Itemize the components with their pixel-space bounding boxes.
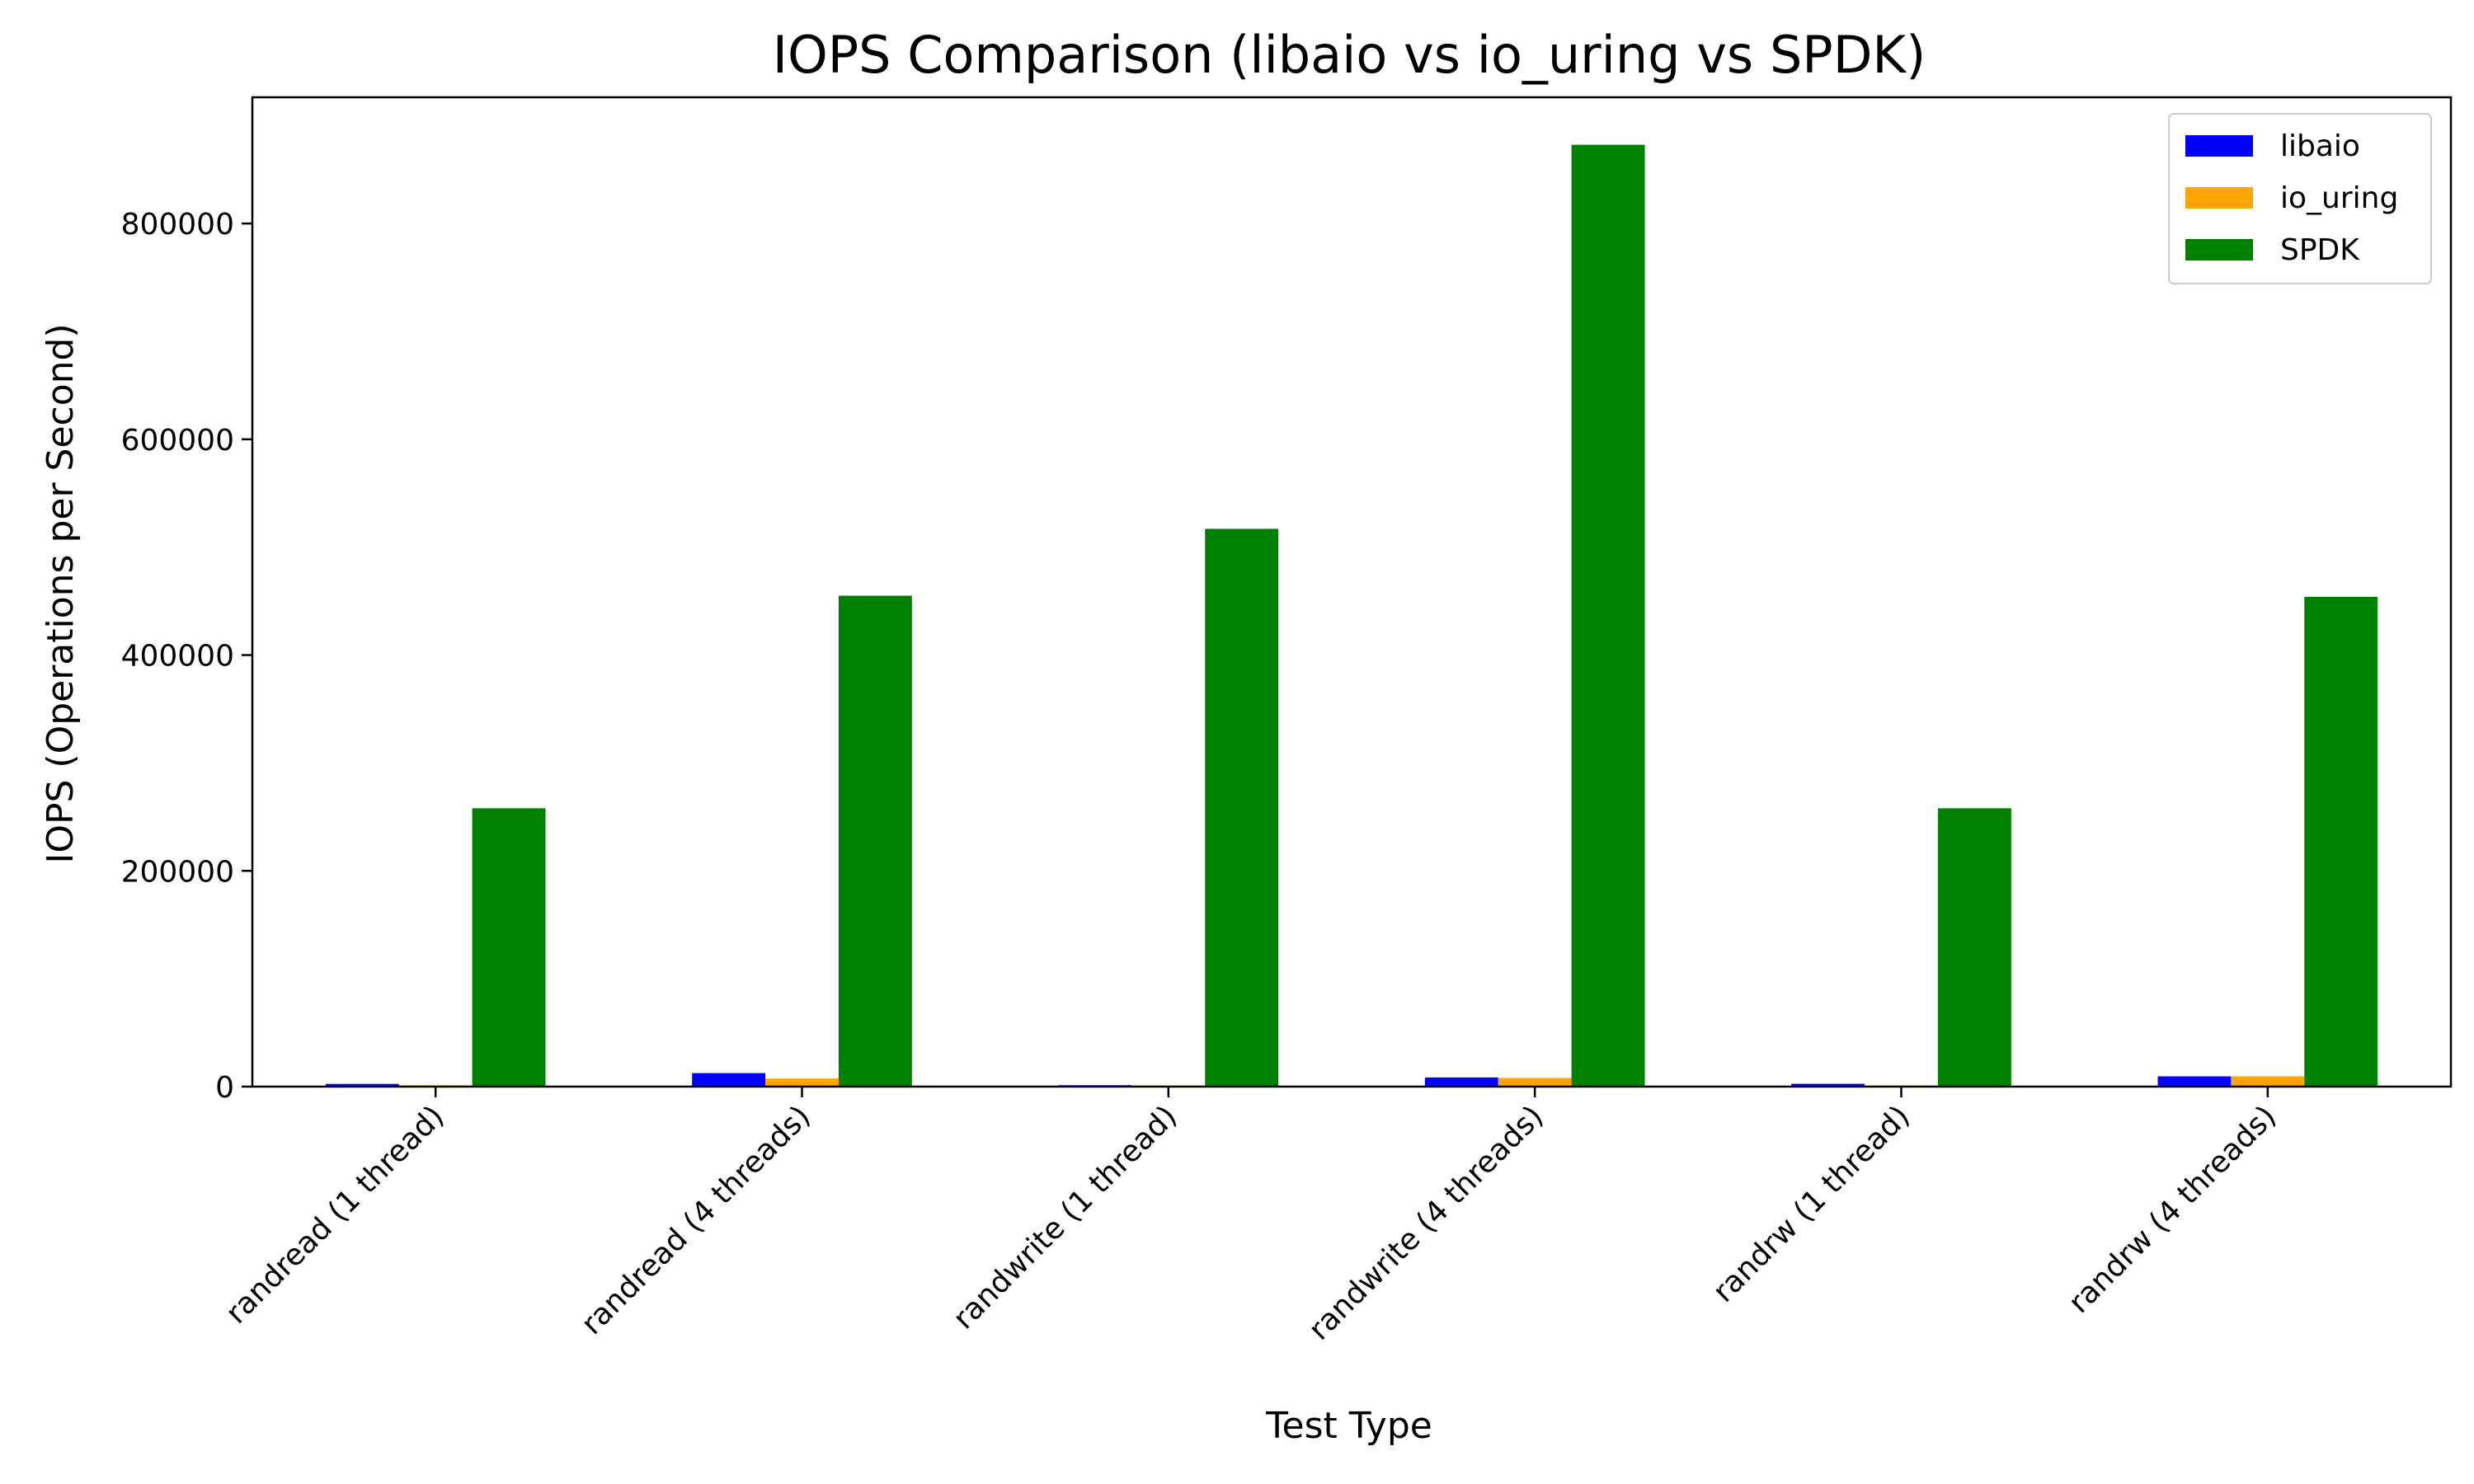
legend-label-io_uring: io_uring xyxy=(2280,181,2398,215)
plot-frame xyxy=(251,96,2453,1088)
legend-swatch-SPDK xyxy=(2185,239,2253,261)
y-tick-label-2: 400000 xyxy=(121,640,234,674)
bar-SPDK-0 xyxy=(472,808,546,1087)
legend-label-SPDK: SPDK xyxy=(2280,233,2360,267)
bar-libaio-0 xyxy=(325,1083,399,1087)
y-tick-label-1: 200000 xyxy=(121,855,234,889)
y-tick-label-3: 600000 xyxy=(121,424,234,458)
bar-io_uring-1 xyxy=(765,1078,839,1087)
legend-swatch-libaio xyxy=(2185,135,2253,157)
bar-SPDK-5 xyxy=(2304,596,2378,1087)
legend-label-libaio: libaio xyxy=(2280,129,2360,163)
bars-layer xyxy=(325,144,2378,1087)
legend: libaio io_uring SPDK xyxy=(2168,113,2432,284)
bar-libaio-1 xyxy=(692,1073,766,1087)
x-axis-label: Test Type xyxy=(1265,1405,1432,1447)
y-axis-label: IOPS (Operations per Second) xyxy=(40,323,82,863)
chart-title: IOPS Comparison (libaio vs io_uring vs S… xyxy=(773,25,1926,85)
bar-libaio-4 xyxy=(1791,1083,1865,1087)
bar-SPDK-2 xyxy=(1205,528,1279,1087)
y-tick-label-4: 800000 xyxy=(121,208,234,242)
bar-SPDK-3 xyxy=(1571,144,1645,1087)
bar-SPDK-4 xyxy=(1937,808,2011,1087)
legend-swatch-io_uring xyxy=(2185,187,2253,209)
bar-io_uring-3 xyxy=(1498,1078,1572,1087)
bar-io_uring-5 xyxy=(2231,1076,2305,1087)
y-axis: 0 200000 400000 600000 800000 xyxy=(121,208,252,1105)
bar-SPDK-1 xyxy=(838,595,912,1087)
bar-libaio-5 xyxy=(2157,1076,2232,1087)
y-tick-label-0: 0 xyxy=(215,1071,234,1105)
bar-libaio-3 xyxy=(1424,1077,1498,1087)
